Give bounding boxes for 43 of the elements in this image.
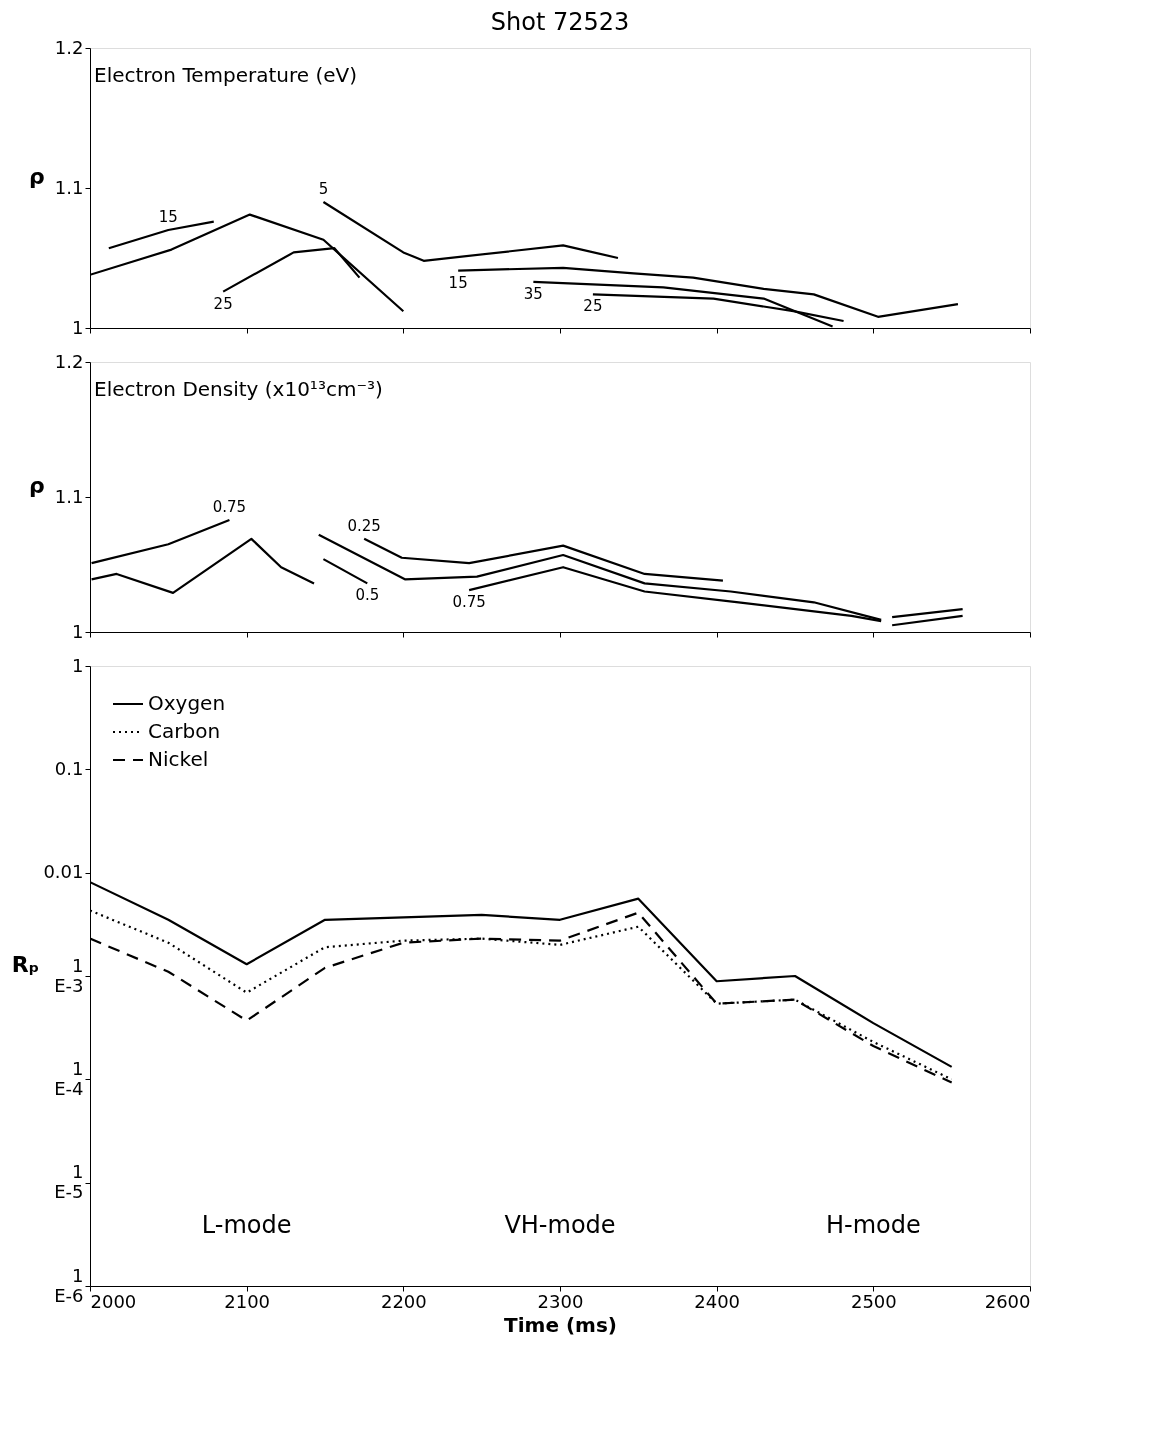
series-label: 0.75 [452, 593, 486, 612]
y-tick-label: 1 E-6 [54, 1264, 84, 1306]
y-tick-label: 0.1 [54, 757, 84, 779]
y-tick-label: 1 E-3 [54, 954, 84, 996]
y-tick-label: 1.2 [54, 36, 84, 58]
series-label: 15 [158, 208, 178, 226]
y-tick-label: 1 [72, 316, 84, 338]
series-label: 0.75 [212, 497, 247, 516]
y-tick-label: 1 [72, 620, 84, 642]
annotation: VH-mode [504, 1211, 616, 1239]
annotation: L-mode [201, 1211, 292, 1239]
y-axis-title: ρ [29, 472, 45, 498]
legend-label: Oxygen [148, 691, 226, 715]
y-tick-label: 1 [72, 654, 84, 676]
x-axis-title: Time (ms) [504, 1312, 617, 1337]
annotation: H-mode [825, 1211, 921, 1239]
y-tick-label: 1.1 [54, 176, 84, 198]
y-axis-title: ρ [29, 163, 45, 189]
x-tick-label: 2000 [90, 1290, 137, 1312]
x-tick-label: 2600 [984, 1290, 1031, 1312]
x-tick-label: 2400 [694, 1290, 741, 1312]
series-label: 25 [213, 294, 233, 313]
y-tick-label: 1.1 [54, 485, 84, 507]
legend-label: Carbon [148, 719, 221, 743]
series-label: 0.25 [347, 516, 381, 535]
x-tick-label: 2500 [850, 1290, 897, 1312]
legend-label: Nickel [148, 747, 209, 771]
y-tick-label: 1.2 [54, 350, 84, 372]
series-label: 0.5 [355, 586, 380, 605]
series-label: 5 [318, 180, 329, 198]
text: Electron Density (x10¹³cm⁻³) [94, 377, 383, 401]
series-label: 25 [583, 297, 603, 316]
y-tick-label: 1 E-5 [54, 1161, 84, 1203]
text: Electron Temperature (eV) [94, 63, 358, 87]
x-tick-label: 2300 [537, 1290, 584, 1312]
series-label: 15 [448, 273, 468, 292]
x-tick-label: 2200 [380, 1290, 427, 1312]
y-tick-label: 0.01 [43, 861, 84, 883]
y-tick-label: 1 E-4 [54, 1057, 84, 1099]
x-tick-label: 2100 [224, 1290, 271, 1312]
y-axis-title: Rₚ [11, 951, 40, 977]
chart-title: Shot 72523 [490, 8, 630, 36]
series-label: 35 [523, 284, 543, 303]
